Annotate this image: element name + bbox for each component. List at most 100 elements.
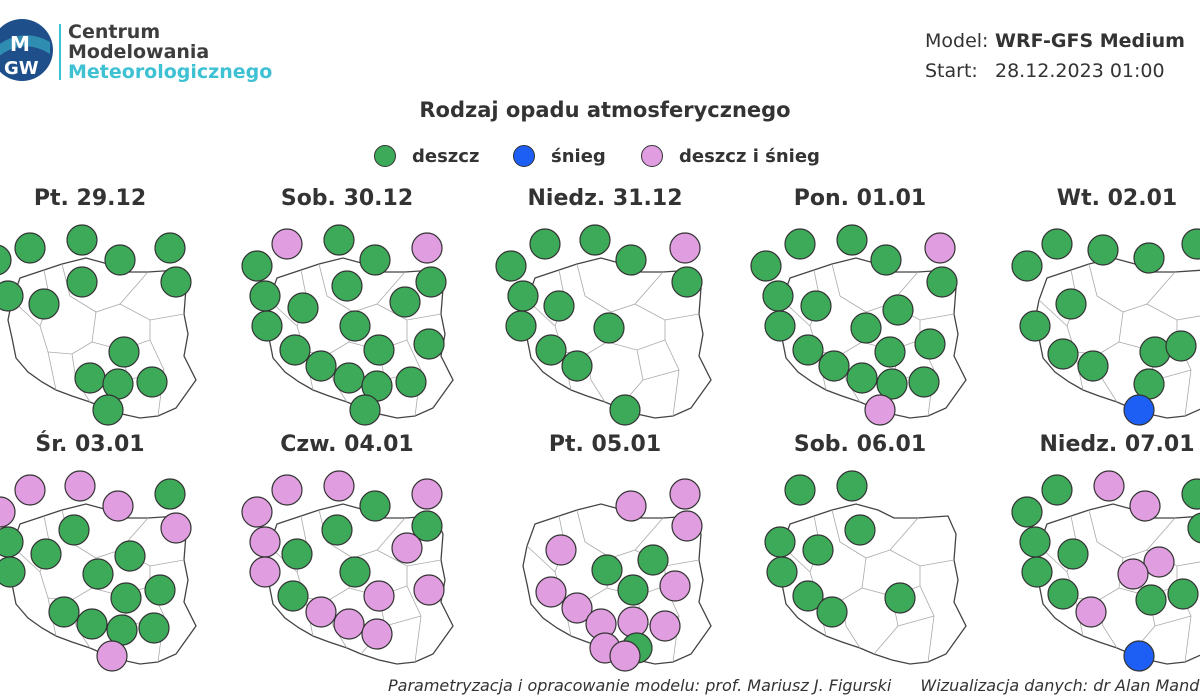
precip-marker-rain (884, 582, 916, 614)
precip-marker-mixed (615, 490, 647, 522)
precip-marker-rain (1167, 578, 1199, 610)
precip-marker-rain (76, 608, 108, 640)
legend: deszcz śnieg deszcz i śnieg (0, 145, 1200, 171)
precip-marker-rain (836, 470, 868, 502)
precip-marker-rain (1139, 336, 1171, 368)
precip-marker-rain (136, 366, 168, 398)
panel-title-6: Czw. 04.01 (280, 432, 414, 457)
precip-marker-rain (505, 310, 537, 342)
precip-marker-rain (1057, 538, 1089, 570)
precip-marker-mixed (659, 570, 691, 602)
precip-marker-rain (591, 554, 623, 586)
legend-item-snow: śnieg (513, 145, 606, 167)
precip-marker-mixed (561, 592, 593, 624)
precip-marker-rain (750, 250, 782, 282)
icm-logo: M GW (0, 19, 53, 81)
precip-marker-mixed (649, 610, 681, 642)
precip-marker-rain (818, 350, 850, 382)
map-panel-3 (750, 224, 967, 426)
precip-marker-mixed (160, 512, 192, 544)
precip-marker-rain (874, 336, 906, 368)
precip-marker-rain (764, 310, 796, 342)
precip-marker-rain (363, 334, 395, 366)
legend-mixed-swatch (641, 145, 663, 167)
precip-marker-rain (14, 232, 46, 264)
precip-marker-mixed (333, 608, 365, 640)
precip-marker-rain (287, 292, 319, 324)
precip-marker-rain (110, 582, 142, 614)
precip-marker-rain (1041, 228, 1073, 260)
precip-marker-rain (241, 250, 273, 282)
precip-marker-mixed (411, 232, 443, 264)
precip-marker-rain (1133, 242, 1165, 274)
precip-marker-mixed (535, 576, 567, 608)
region-boundary (1038, 299, 1068, 327)
precip-marker-rain (30, 538, 62, 570)
precip-marker-mixed (669, 232, 701, 264)
precip-marker-rain (792, 334, 824, 366)
legend-snow-label: śnieg (551, 145, 606, 167)
precip-marker-rain (908, 366, 940, 398)
precip-marker-mixed (249, 556, 281, 588)
precip-marker-mixed (609, 640, 641, 672)
legend-mixed-label: deszcz i śnieg (679, 145, 820, 167)
credit-visualization: Wizualizacja danych: dr Alan Mandal (920, 676, 1200, 695)
panel-title-4: Wt. 02.01 (1056, 186, 1178, 211)
precip-marker-snow (1123, 640, 1155, 672)
precip-marker-rain (82, 558, 114, 590)
precip-marker-mixed (413, 574, 445, 606)
precip-marker-rain (535, 334, 567, 366)
precip-marker-rain (816, 596, 848, 628)
map-panel-1 (241, 224, 454, 426)
precip-marker-mixed (241, 496, 273, 528)
precip-marker-rain (359, 244, 391, 276)
map-panel-6 (241, 470, 454, 665)
precip-marker-rain (104, 244, 136, 276)
org-line-1: Centrum (68, 21, 161, 43)
precip-marker-rain (1011, 496, 1043, 528)
precip-marker-mixed (14, 474, 46, 506)
panel-title-9: Niedz. 07.01 (1039, 432, 1195, 457)
svg-text:M: M (10, 32, 30, 56)
precip-marker-rain (66, 266, 98, 298)
panel-title-3: Pon. 01.01 (793, 186, 927, 211)
precip-marker-rain (349, 394, 381, 426)
svg-text:GW: GW (4, 58, 39, 79)
precip-marker-rain (507, 280, 539, 312)
model-label: Model: (925, 30, 989, 52)
precip-marker-rain (138, 612, 170, 644)
precip-marker-rain (48, 596, 80, 628)
precip-marker-rain (762, 280, 794, 312)
precip-marker-rain (339, 310, 371, 342)
precip-marker-rain (802, 534, 834, 566)
precip-marker-rain (617, 574, 649, 606)
precip-marker-mixed (1117, 558, 1149, 590)
precip-marker-rain (1187, 512, 1200, 544)
precip-marker-rain (914, 328, 946, 360)
precip-marker-rain (333, 362, 365, 394)
precip-marker-rain (1021, 556, 1053, 588)
precip-marker-rain (543, 290, 575, 322)
precip-marker-rain (249, 280, 281, 312)
precip-marker-mixed (102, 490, 134, 522)
model-info: Model: WRF-GFS Medium Start: 28.12.2023 01… (925, 26, 1185, 86)
precip-marker-rain (92, 394, 124, 426)
map-panel-2 (495, 224, 712, 426)
precip-marker-mixed (617, 606, 649, 638)
org-line-2: Modelowania (68, 41, 210, 63)
precip-marker-rain (144, 574, 176, 606)
precip-marker-rain (66, 224, 98, 256)
precip-marker-mixed (391, 532, 423, 564)
org-line-3: Meteorologicznego (68, 61, 273, 83)
precip-marker-rain (411, 510, 443, 542)
precip-marker-snow (1123, 394, 1155, 426)
precip-marker-rain (154, 232, 186, 264)
panel-title-7: Pt. 05.01 (548, 432, 662, 457)
precip-marker-rain (1181, 478, 1200, 510)
legend-snow-swatch (513, 145, 535, 167)
precip-marker-rain (926, 266, 958, 298)
panel-title-1: Sob. 30.12 (280, 186, 414, 211)
precip-marker-mixed (1143, 546, 1175, 578)
precip-marker-rain (784, 228, 816, 260)
map-panel-4 (1011, 228, 1200, 426)
